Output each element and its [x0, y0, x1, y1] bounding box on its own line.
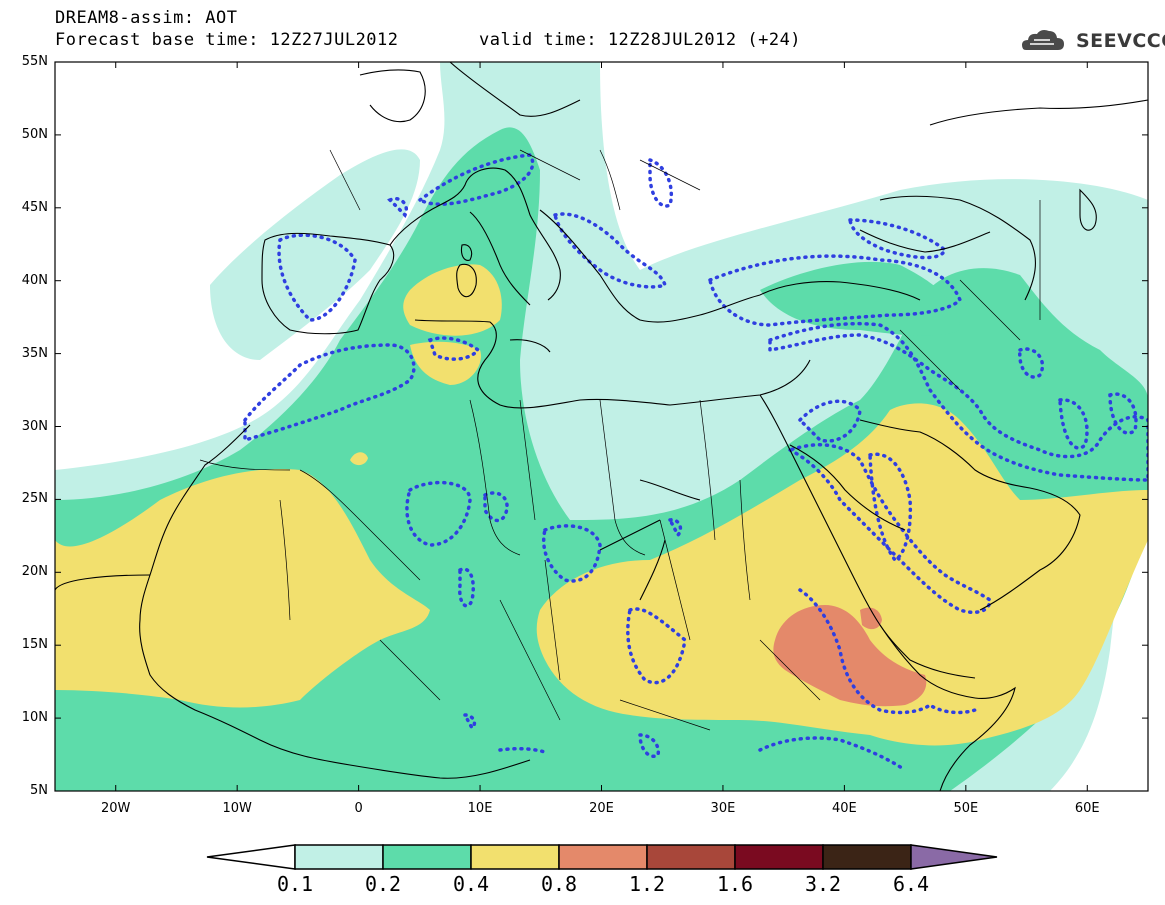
valid-time: valid time: 12Z28JUL2012 (+24) [479, 30, 802, 50]
colorbar-label: 0.1 [276, 872, 314, 896]
lat-label: 20N [21, 564, 48, 580]
colorbar-segment-under [206, 844, 296, 870]
colorbar-label: 1.2 [628, 872, 666, 896]
coastlines [55, 62, 1148, 791]
colorbar-label: 0.8 [540, 872, 578, 896]
country-borders [199, 149, 1041, 731]
lat-label: 25N [21, 491, 48, 507]
colorbar-segment [382, 844, 472, 870]
lon-label: 40E [831, 801, 857, 816]
colorbar-segment [294, 844, 384, 870]
lon-label: 60E [1074, 801, 1100, 816]
lon-label: 10W [222, 801, 252, 816]
colorbar-label: 3.2 [804, 872, 842, 896]
lat-label: 15N [21, 637, 48, 653]
lat-label: 5N [30, 783, 48, 798]
lat-label: 40N [21, 272, 48, 288]
cloud-logo-icon [1022, 30, 1064, 50]
lat-label: 55N [21, 54, 48, 69]
aot-band-0.4-0.8 [55, 264, 1148, 746]
lat-label: 30N [21, 418, 48, 434]
lon-label: 20E [589, 801, 614, 816]
lon-label: 50E [953, 801, 979, 816]
colorbar-segment [822, 844, 912, 870]
aot-band-0.8-1.2 [773, 605, 927, 707]
logo-text: SEEVCCC [1076, 30, 1165, 52]
colorbar [206, 844, 998, 870]
lat-label: 10N [21, 710, 48, 726]
colorbar-label: 1.6 [716, 872, 754, 896]
lat-label: 35N [21, 345, 48, 361]
lat-label: 50N [21, 126, 48, 142]
lon-label: 0 [354, 801, 363, 816]
colorbar-segment [558, 844, 648, 870]
forecast-base-time: Forecast base time: 12Z27JUL2012 [55, 30, 399, 50]
colorbar-segment-over [910, 844, 998, 870]
colorbar-segment [470, 844, 560, 870]
colorbar-segment [646, 844, 736, 870]
colorbar-label: 6.4 [892, 872, 930, 896]
colorbar-label: 0.4 [452, 872, 490, 896]
colorbar-label: 0.2 [364, 872, 402, 896]
map-title: DREAM8-assim: AOT [55, 8, 238, 28]
aot-dotted-contours [243, 153, 1148, 772]
lon-label: 20W [101, 801, 131, 816]
lat-label: 45N [21, 199, 48, 215]
colorbar-segment [734, 844, 824, 870]
lon-label: 30E [710, 801, 736, 816]
lon-label: 10E [467, 801, 493, 816]
